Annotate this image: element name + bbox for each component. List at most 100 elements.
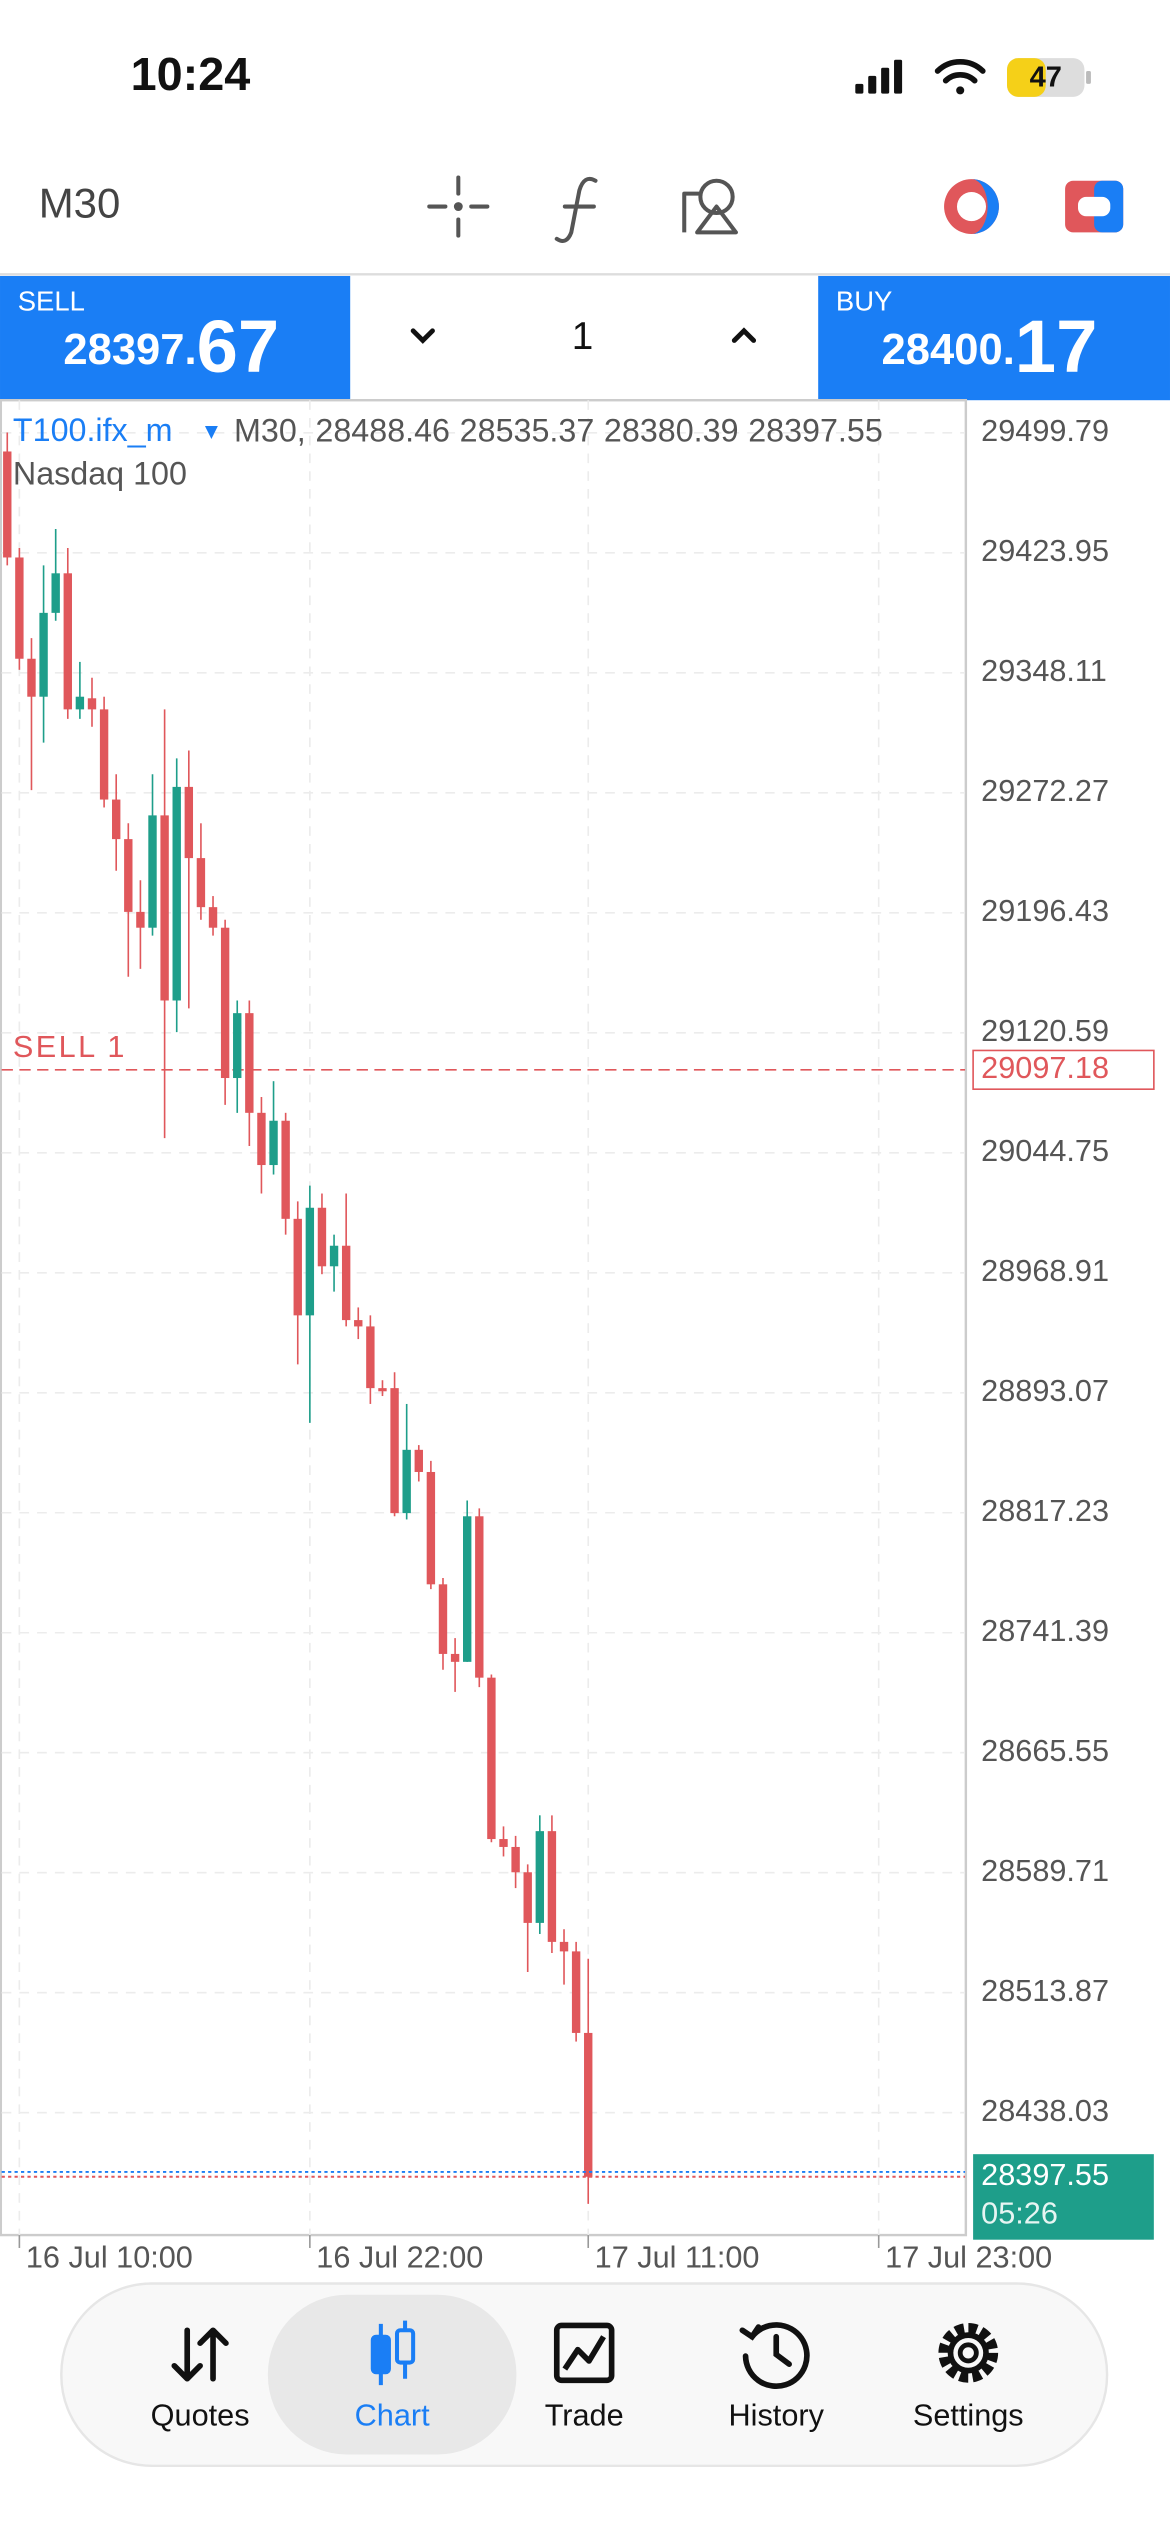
chart-frame (0, 399, 968, 2237)
buy-price-main: 28400. (882, 325, 1015, 373)
chart-icon (370, 2320, 416, 2386)
candle-body (124, 839, 133, 912)
y-tick-label: 28513.87 (981, 1974, 1109, 2008)
y-tick-label: 28817.23 (981, 1494, 1109, 1528)
candle-body (426, 1471, 436, 1585)
candle-body (112, 799, 121, 840)
signal-icon (855, 59, 903, 94)
tab-label[interactable]: History (729, 2399, 825, 2433)
candle-body (571, 1951, 581, 2033)
y-tick-label: 28589.71 (981, 1854, 1109, 1888)
tab-label[interactable]: Quotes (151, 2399, 250, 2433)
candle-body (281, 1120, 290, 1219)
ohlc-info: M30, 28488.46 28535.37 28380.39 28397.55 (234, 412, 883, 448)
toolbar-timeframe[interactable]: M30 (39, 180, 121, 227)
sell-price-main: 28397. (63, 325, 196, 373)
candle-body (414, 1449, 423, 1472)
candle-body (293, 1218, 302, 1316)
info-low: 28380.39 (604, 412, 739, 448)
indicators-button[interactable] (554, 176, 598, 243)
info-high: 28535.37 (460, 412, 595, 448)
candle-body (99, 709, 109, 800)
order-price-box (972, 1049, 1155, 1090)
y-tick-label: 29499.79 (981, 414, 1109, 448)
y-tick-label: 28665.55 (981, 1734, 1109, 1768)
chart: 29499.79 29423.95 29348.11 29272.27 29196.43… (1, 400, 1155, 2274)
candle-body (462, 1516, 472, 1662)
candle-body (390, 1388, 399, 1514)
quotes-icon (171, 2327, 229, 2382)
info-timeframe: M30, (234, 412, 306, 448)
info-close: 28397.55 (748, 412, 883, 448)
candle-body (305, 1207, 315, 1316)
candle-body (196, 858, 206, 908)
candle-body (75, 696, 85, 710)
trade-button[interactable] (1065, 180, 1124, 233)
candle-body (378, 1388, 387, 1392)
tab-label[interactable]: Chart (355, 2399, 430, 2433)
candle-body (3, 451, 12, 558)
price-box (973, 2154, 1154, 2240)
candle-body (136, 911, 145, 928)
price-box-label: 28397.55 (981, 2158, 1109, 2192)
candle-body (257, 1112, 266, 1166)
buy-price: 28400.17 (882, 304, 1098, 387)
account-button[interactable] (944, 179, 999, 234)
lot-increase[interactable] (731, 327, 757, 343)
order-line-label: SELL 1 (13, 1030, 127, 1064)
wifi-icon (934, 59, 986, 95)
lot-size[interactable]: 1 (572, 315, 594, 358)
info-open: 28488.46 (315, 412, 450, 448)
candle-body (39, 612, 48, 697)
tab-label[interactable]: Settings (913, 2399, 1024, 2433)
candle-body (499, 1839, 508, 1847)
candle-body (51, 573, 60, 613)
objects-button[interactable] (682, 178, 738, 235)
crosshair-button[interactable] (427, 175, 490, 238)
tab-labels: Quotes Chart Trade History Settings (151, 2399, 1024, 2433)
candle-body (487, 1677, 496, 1840)
status-time: 10:24 (131, 48, 251, 100)
candle-body (584, 2032, 593, 2177)
y-tick-label: 29272.27 (981, 774, 1109, 808)
lot-decrease[interactable] (410, 328, 435, 344)
x-tick-label: 16 Jul 22:00 (316, 2240, 483, 2274)
candle-body (366, 1326, 375, 1389)
y-tick-label: 29044.75 (981, 1134, 1109, 1168)
candle-body (148, 815, 157, 928)
symbol-subtitle: Nasdaq 100 (13, 456, 187, 492)
x-tick-label: 17 Jul 11:00 (595, 2240, 760, 2274)
tab-label[interactable]: Trade (545, 2399, 624, 2433)
candle-body (559, 1941, 569, 1952)
candle-body (220, 927, 230, 1079)
candle-body (450, 1653, 460, 1662)
sell-button[interactable] (0, 275, 351, 401)
candle-body (184, 786, 194, 859)
candle-body (329, 1245, 339, 1267)
active-tab-pill (267, 2294, 517, 2455)
symbol-dropdown[interactable] (204, 426, 218, 439)
y-tick-label: 28893.07 (981, 1374, 1109, 1408)
y-tick-label: 29348.11 (981, 654, 1107, 688)
candle-body (341, 1245, 351, 1321)
y-tick-label: 29120.59 (981, 1014, 1109, 1048)
price-timer: 05:26 (981, 2197, 1058, 2231)
order-price-label: 29097.18 (981, 1051, 1109, 1085)
symbol-title[interactable]: T100.ifx_m (13, 412, 173, 448)
y-tick-label: 28741.39 (981, 1614, 1109, 1648)
candle-body (547, 1831, 557, 1942)
candle-body (317, 1207, 327, 1267)
buy-label: BUY (836, 286, 892, 317)
x-tick-label: 16 Jul 10:00 (26, 2240, 193, 2274)
candle-body (172, 786, 181, 1001)
x-tick-label: 17 Jul 23:00 (885, 2240, 1052, 2274)
y-tick-label: 28968.91 (981, 1254, 1109, 1288)
candle-body (269, 1120, 278, 1166)
buy-button[interactable] (818, 275, 1170, 401)
candle-body (523, 1872, 532, 1923)
y-tick-label: 28438.03 (981, 2094, 1109, 2128)
candle-body (63, 573, 72, 710)
candle-body (208, 907, 218, 928)
